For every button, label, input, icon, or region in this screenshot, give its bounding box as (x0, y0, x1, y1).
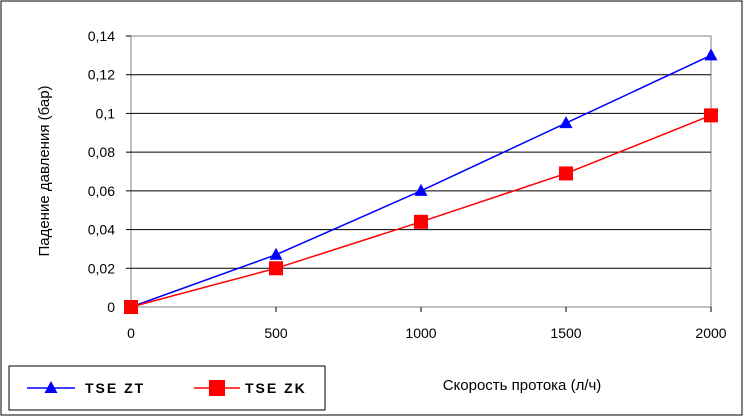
series-group (124, 48, 718, 314)
legend-label-tse-zk: TSE ZK (245, 380, 307, 396)
data-point-tse-zk (704, 108, 718, 123)
y-tick-label: 0,04 (88, 222, 115, 238)
data-point-tse-zt (559, 116, 573, 129)
y-tick-label: 0,1 (96, 105, 116, 121)
y-tick-label: 0,14 (88, 28, 115, 44)
x-tick-label: 1500 (550, 325, 581, 341)
data-point-tse-zt (269, 247, 283, 260)
x-tick-label: 500 (264, 325, 288, 341)
x-axis-ticks: 0 500 1000 1500 2000 (127, 307, 727, 341)
data-point-tse-zt (414, 183, 428, 196)
x-tick-label: 0 (127, 325, 135, 341)
legend-marker-tse-zt (44, 381, 58, 393)
data-point-tse-zk (414, 214, 428, 229)
y-tick-label: 0,08 (88, 144, 115, 160)
plot-area (130, 35, 712, 308)
y-tick-label: 0,12 (88, 67, 115, 83)
y-tick-label: 0 (107, 299, 115, 315)
x-axis-title: Скорость протока (л/ч) (443, 377, 602, 394)
data-point-tse-zt (704, 48, 718, 61)
legend: TSE ZT TSE ZK (8, 365, 326, 411)
x-tick-label: 1000 (405, 325, 436, 341)
data-point-tse-zk (559, 166, 573, 181)
legend-marker-tse-zk (209, 380, 225, 396)
gridlines (131, 74, 711, 269)
x-tick-label: 2000 (695, 325, 726, 341)
data-point-tse-zk (124, 300, 138, 314)
legend-label-tse-zt: TSE ZT (85, 380, 145, 396)
y-tick-label: 0,02 (88, 260, 115, 276)
y-axis-title: Падение давления (бар) (36, 85, 53, 256)
y-tick-label: 0,06 (88, 183, 115, 199)
data-point-tse-zk (269, 261, 283, 276)
